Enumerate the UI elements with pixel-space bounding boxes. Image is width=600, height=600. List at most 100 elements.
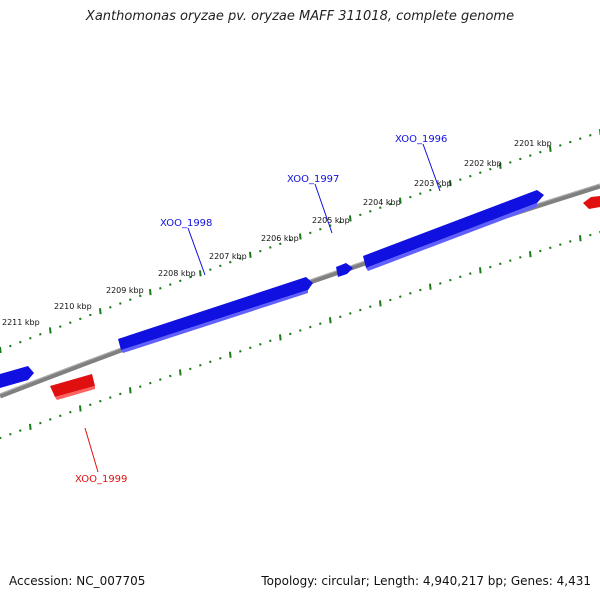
minor-tick bbox=[229, 260, 232, 264]
minor-tick bbox=[419, 288, 422, 292]
map-title: Xanthomonas oryzae pv. oryzae MAFF 31101… bbox=[85, 9, 515, 24]
gene-xoo-1997[interactable] bbox=[336, 263, 353, 277]
major-tick bbox=[199, 270, 202, 277]
major-tick bbox=[29, 423, 32, 430]
minor-tick bbox=[429, 188, 432, 192]
minor-tick bbox=[269, 339, 272, 343]
minor-tick bbox=[359, 308, 362, 312]
minor-tick bbox=[139, 385, 142, 389]
minor-tick bbox=[119, 302, 122, 305]
major-tick bbox=[399, 197, 402, 204]
accession-text: Accession: NC_007705 bbox=[9, 574, 146, 588]
ruler-label: 2204 kbp bbox=[363, 198, 401, 207]
minor-tick bbox=[339, 220, 342, 224]
major-tick bbox=[429, 283, 432, 290]
minor-tick bbox=[339, 315, 342, 319]
minor-tick bbox=[439, 185, 442, 188]
minor-tick bbox=[279, 242, 282, 246]
gene-partial-right[interactable] bbox=[583, 196, 600, 209]
major-tick bbox=[499, 162, 502, 169]
minor-tick bbox=[239, 349, 242, 353]
ruler-label: 2211 kbp bbox=[2, 318, 40, 327]
minor-tick bbox=[419, 192, 422, 195]
minor-tick bbox=[459, 275, 462, 279]
minor-tick bbox=[219, 356, 222, 360]
major-tick bbox=[329, 317, 332, 324]
minor-tick bbox=[589, 233, 592, 237]
major-tick bbox=[149, 289, 152, 296]
callout-line bbox=[422, 143, 441, 192]
gene-xoo-1999[interactable] bbox=[50, 374, 95, 400]
minor-tick bbox=[409, 195, 412, 199]
major-tick bbox=[99, 308, 102, 315]
major-tick bbox=[449, 180, 452, 187]
minor-tick bbox=[39, 421, 42, 425]
minor-tick bbox=[509, 259, 512, 262]
major-tick bbox=[479, 267, 482, 274]
minor-tick bbox=[439, 282, 442, 285]
minor-tick bbox=[169, 283, 172, 286]
minor-tick bbox=[449, 278, 452, 282]
minor-tick bbox=[299, 329, 302, 332]
minor-tick bbox=[559, 144, 562, 147]
minor-tick bbox=[359, 213, 362, 217]
minor-tick bbox=[369, 305, 372, 308]
gene-xoo-1998[interactable] bbox=[118, 277, 313, 353]
minor-tick bbox=[159, 287, 162, 290]
ruler-labels: 2201 kbp 2202 kbp 2203 kbp 2204 kbp 2205… bbox=[2, 139, 552, 327]
minor-tick bbox=[409, 292, 412, 295]
reverse-ruler-ticks bbox=[0, 231, 600, 440]
gene-xoo-1996[interactable] bbox=[363, 190, 544, 271]
gene-label-xoo-1996: XOO_1996 bbox=[395, 134, 447, 145]
minor-tick bbox=[259, 249, 262, 253]
minor-tick bbox=[69, 410, 72, 414]
major-tick bbox=[79, 405, 82, 412]
minor-tick bbox=[539, 249, 542, 253]
major-tick bbox=[229, 351, 232, 358]
minor-tick bbox=[49, 418, 52, 421]
minor-tick bbox=[189, 367, 192, 371]
ruler-label: 2205 kbp bbox=[312, 216, 350, 225]
minor-tick bbox=[529, 154, 532, 157]
minor-tick bbox=[9, 344, 12, 348]
minor-tick bbox=[109, 396, 112, 399]
minor-tick bbox=[589, 134, 592, 137]
forward-ruler-ticks bbox=[0, 129, 600, 354]
major-tick bbox=[549, 145, 552, 152]
minor-tick bbox=[489, 265, 492, 269]
major-tick bbox=[529, 251, 532, 258]
minor-tick bbox=[99, 399, 102, 403]
minor-tick bbox=[149, 381, 152, 385]
minor-tick bbox=[239, 257, 242, 260]
major-tick bbox=[349, 215, 352, 222]
minor-tick bbox=[39, 333, 42, 336]
ruler-label: 2207 kbp bbox=[209, 252, 247, 261]
minor-tick bbox=[579, 137, 582, 140]
minor-tick bbox=[389, 298, 392, 302]
minor-tick bbox=[259, 343, 262, 346]
minor-tick bbox=[179, 279, 182, 283]
gene-label-xoo-1999: XOO_1999 bbox=[75, 474, 127, 485]
minor-tick bbox=[119, 392, 122, 396]
major-tick bbox=[0, 346, 2, 354]
ruler-label: 2202 kbp bbox=[464, 159, 502, 168]
minor-tick bbox=[0, 436, 2, 440]
ruler-label: 2208 kbp bbox=[158, 269, 196, 278]
minor-tick bbox=[319, 227, 322, 231]
minor-tick bbox=[309, 231, 312, 235]
minor-tick bbox=[129, 298, 132, 301]
minor-tick bbox=[79, 317, 82, 321]
callout-line bbox=[314, 183, 333, 234]
major-tick bbox=[579, 235, 582, 242]
minor-tick bbox=[209, 268, 212, 271]
minor-tick bbox=[319, 322, 322, 325]
minor-tick bbox=[489, 167, 492, 171]
minor-tick bbox=[209, 360, 212, 364]
major-tick bbox=[129, 387, 132, 394]
minor-tick bbox=[89, 403, 92, 407]
minor-tick bbox=[169, 374, 172, 378]
minor-tick bbox=[399, 295, 402, 298]
gene-label-xoo-1997: XOO_1997 bbox=[287, 174, 339, 185]
gene-partial-left[interactable] bbox=[0, 366, 34, 388]
minor-tick bbox=[69, 321, 72, 324]
